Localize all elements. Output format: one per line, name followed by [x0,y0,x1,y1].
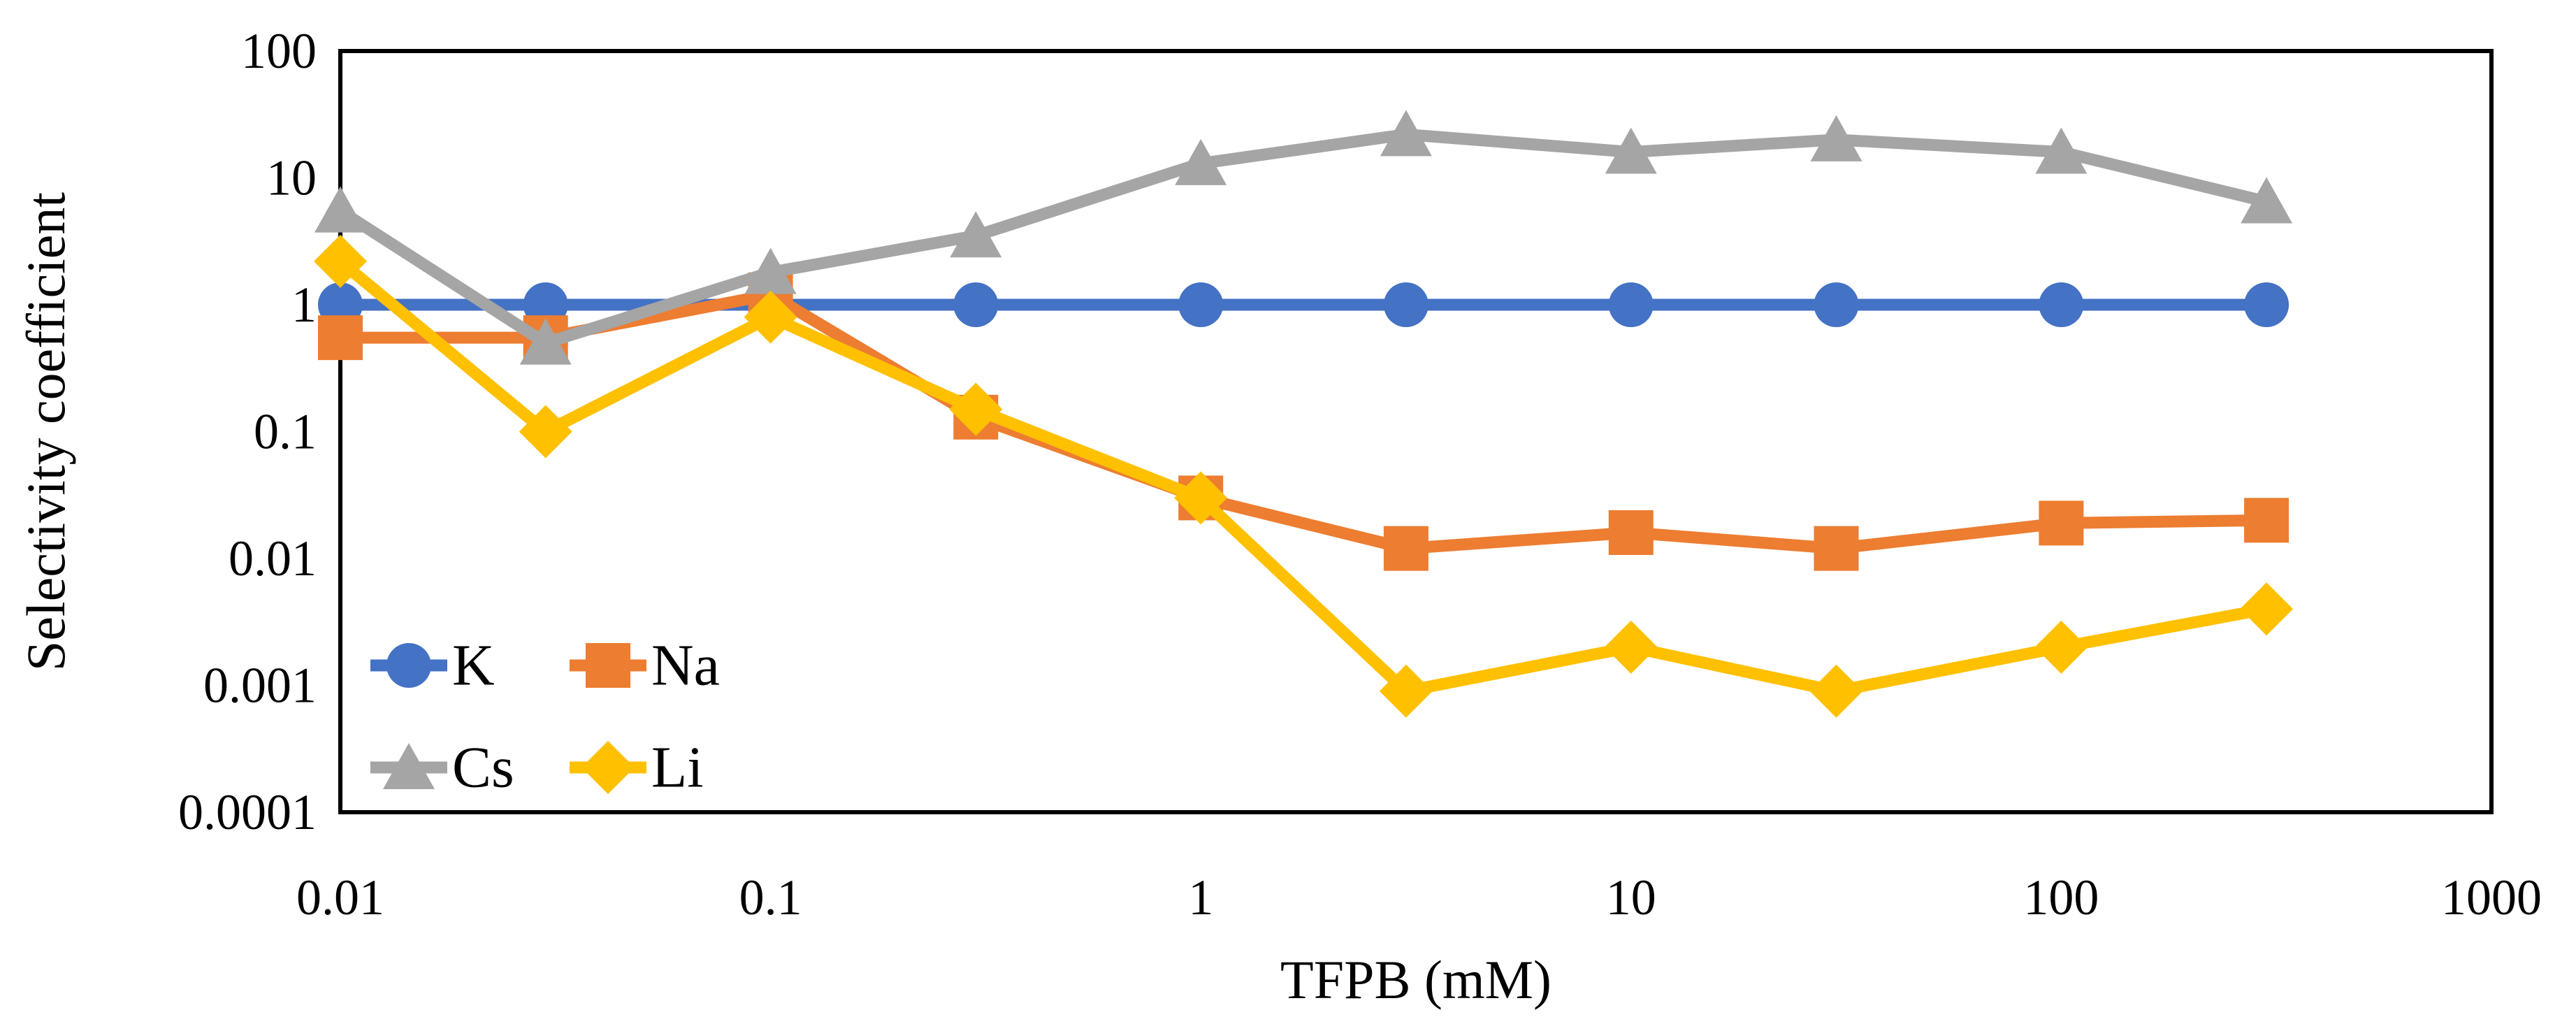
series-line-Li [336,257,2268,698]
y-tick-label-100: 100 [241,23,317,79]
data-point-Li-10 [1604,620,1658,674]
legend-marker-Li [581,741,635,794]
data-point-Cs-30 [1810,115,1862,161]
data-point-Cs-0.1 [744,247,797,294]
legend-marker-Cs [383,743,435,789]
data-point-Na-10 [1608,510,1654,555]
data-point-Cs-0.03 [519,318,572,365]
data-point-Na-30 [1814,526,1859,571]
legend-label-Li: Li [651,735,704,800]
x-axis-title: TFPB (mM) [1280,949,1551,1010]
data-point-K-100 [2039,282,2084,327]
data-point-Na-100 [2039,500,2084,546]
data-point-Li-30 [1809,664,1863,718]
y-tick-label-0.001: 0.001 [203,658,317,714]
data-point-Li-0.3 [949,382,1003,436]
y-tick-label-0.01: 0.01 [229,531,317,586]
y-tick-label-0.1: 0.1 [254,404,317,460]
data-point-Cs-1 [1175,138,1227,185]
data-point-Li-300 [2240,582,2294,636]
data-point-Li-1 [1174,471,1228,525]
y-tick-label-1: 1 [291,277,317,333]
plot-border [338,49,2494,814]
data-point-K-30 [1814,282,1859,327]
data-point-Li-100 [2034,620,2088,674]
data-point-K-300 [2244,282,2289,327]
data-point-Cs-10 [1605,127,1657,174]
x-tick-label-1: 1 [1188,870,1213,925]
legend-label-K: K [452,633,495,698]
data-point-K-1 [1178,282,1224,327]
data-point-K-0.3 [953,282,999,327]
legend-marker-K [386,643,431,688]
data-point-Cs-3 [1380,110,1432,157]
data-point-Li-0.1 [744,290,797,344]
x-tick-label-0.01: 0.01 [296,870,384,925]
x-tick-label-1000: 1000 [2441,870,2542,925]
legend-label-Cs: Cs [452,735,514,800]
data-point-Na-300 [2244,498,2289,543]
legend-marker-Na [586,643,630,688]
x-tick-label-100: 100 [2023,870,2099,925]
data-point-Cs-100 [2035,127,2087,174]
data-point-Cs-0.01 [314,186,366,233]
data-point-Na-0.01 [318,315,363,361]
x-tick-label-10: 10 [1606,870,1656,925]
x-tick-label-0.1: 0.1 [739,870,802,925]
data-point-K-10 [1608,282,1654,327]
data-point-Li-0.01 [314,234,367,288]
data-point-Cs-300 [2241,177,2293,224]
y-tick-label-0.0001: 0.0001 [178,784,317,840]
data-point-Cs-0.3 [950,211,1002,258]
data-point-Na-3 [1383,526,1428,571]
legend-label-Na: Na [651,633,720,698]
data-point-Li-0.03 [519,405,572,459]
series-line-Cs [337,128,2269,349]
data-point-Li-3 [1379,664,1433,718]
series-line-Na [340,288,2267,555]
data-point-K-3 [1383,282,1428,327]
y-tick-label-10: 10 [266,150,317,206]
y-axis-title: Selectivity coefficient [15,192,76,671]
